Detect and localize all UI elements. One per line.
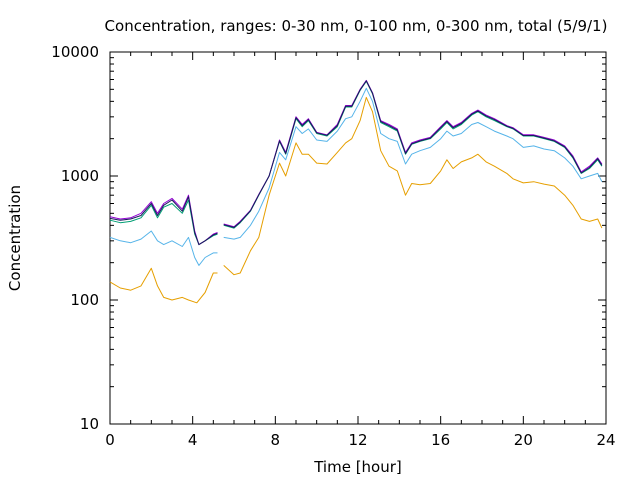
x-tick-label: 4 bbox=[188, 431, 198, 449]
series-line-1 bbox=[109, 96, 603, 304]
x-tick-label: 24 bbox=[596, 431, 615, 449]
x-axis-label: Time [hour] bbox=[313, 458, 402, 476]
series-group bbox=[109, 79, 603, 304]
y-tick-label: 10000 bbox=[51, 43, 99, 61]
x-tick-label: 12 bbox=[348, 431, 367, 449]
plot-area-frame bbox=[109, 51, 607, 425]
y-tick-label: 10 bbox=[80, 415, 99, 433]
series-line-3 bbox=[109, 80, 603, 246]
chart-title: Concentration, ranges: 0-30 nm, 0-100 nm… bbox=[105, 17, 608, 35]
y-axis-label: Concentration bbox=[6, 185, 24, 291]
axis-ticks: 0 4 8 12 16 20 24 10 100 1000 10000 bbox=[51, 43, 615, 449]
y-tick-label: 1000 bbox=[61, 167, 99, 185]
x-tick-label: 0 bbox=[105, 431, 115, 449]
series-line-4 bbox=[109, 79, 603, 246]
y-tick-label: 100 bbox=[70, 291, 99, 309]
x-tick-label: 16 bbox=[431, 431, 450, 449]
series-line-5 bbox=[109, 80, 603, 246]
series-line-2 bbox=[109, 87, 603, 266]
x-tick-label: 8 bbox=[271, 431, 281, 449]
x-tick-label: 20 bbox=[514, 431, 533, 449]
